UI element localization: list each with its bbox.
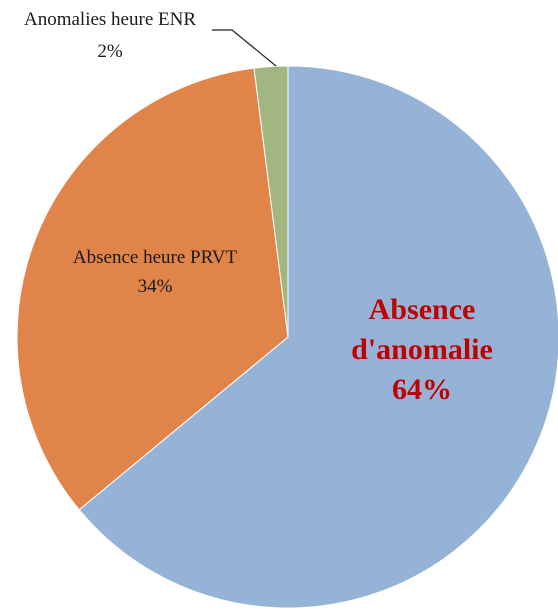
slice-label: Absence d'anomalie 64%	[322, 290, 522, 410]
pie-slice	[253, 65, 289, 338]
category-label: Absence d'anomalie	[351, 293, 493, 366]
category-label: Absence heure PRVT	[72, 247, 238, 268]
value-label: 64%	[392, 373, 452, 406]
slice-label: Absence heure PRVT 34%	[70, 243, 240, 301]
pie-slice	[16, 67, 289, 511]
value-label: 34%	[137, 276, 173, 297]
pie-slice	[78, 65, 558, 609]
value-label: 2%	[97, 41, 123, 62]
slice-label: Anomalies heure ENR 2%	[20, 4, 200, 68]
category-label: Anomalies heure ENR	[23, 9, 196, 30]
leader-line	[212, 29, 277, 67]
pie	[16, 65, 558, 609]
